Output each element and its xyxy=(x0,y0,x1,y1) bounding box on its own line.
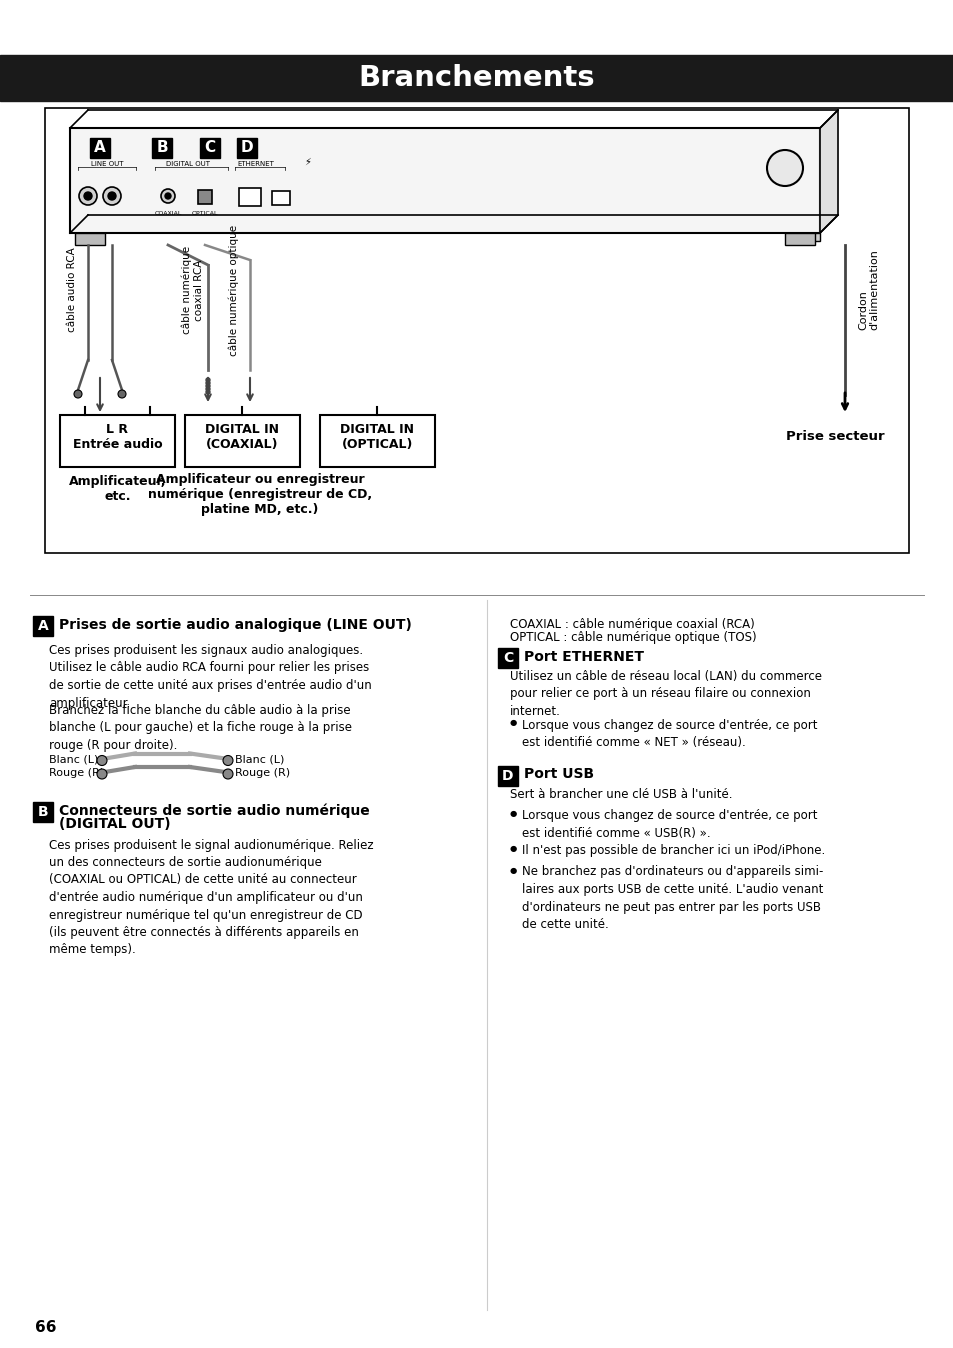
Text: Il n'est pas possible de brancher ici un iPod/iPhone.: Il n'est pas possible de brancher ici un… xyxy=(521,844,824,857)
Text: A: A xyxy=(37,619,49,634)
Circle shape xyxy=(223,768,233,779)
Text: Cordon
d'alimentation: Cordon d'alimentation xyxy=(857,249,879,330)
Circle shape xyxy=(118,390,126,398)
Text: ●: ● xyxy=(510,809,517,818)
Text: B: B xyxy=(38,805,49,818)
Text: D: D xyxy=(501,768,514,782)
Text: Rouge (R): Rouge (R) xyxy=(49,768,108,778)
Text: Ne branchez pas d'ordinateurs ou d'appareils simi-
laires aux ports USB de cette: Ne branchez pas d'ordinateurs ou d'appar… xyxy=(521,865,822,931)
Bar xyxy=(33,616,53,636)
Text: COAXIAL : câble numérique coaxial (RCA): COAXIAL : câble numérique coaxial (RCA) xyxy=(510,617,754,631)
Polygon shape xyxy=(820,111,837,233)
Circle shape xyxy=(206,381,210,386)
Bar xyxy=(70,128,820,233)
Circle shape xyxy=(79,187,97,205)
Text: Blanc (L): Blanc (L) xyxy=(234,755,284,764)
Text: Lorsque vous changez de source d'entrée, ce port
est identifié comme « USB(R) ».: Lorsque vous changez de source d'entrée,… xyxy=(521,809,817,840)
Bar xyxy=(198,190,212,204)
Text: Prises de sortie audio analogique (LINE OUT): Prises de sortie audio analogique (LINE … xyxy=(59,617,412,632)
Circle shape xyxy=(206,387,210,391)
Text: C: C xyxy=(502,651,513,665)
Text: DIGITAL IN
(OPTICAL): DIGITAL IN (OPTICAL) xyxy=(340,423,414,452)
Bar xyxy=(152,137,172,158)
Text: Blanc (L): Blanc (L) xyxy=(49,755,102,764)
Bar xyxy=(236,137,256,158)
Text: Amplificateur ou enregistreur
numérique (enregistreur de CD,
platine MD, etc.): Amplificateur ou enregistreur numérique … xyxy=(148,473,372,516)
Circle shape xyxy=(161,189,174,204)
Circle shape xyxy=(74,390,82,398)
Bar xyxy=(800,233,820,241)
Text: ETHERNET: ETHERNET xyxy=(237,160,274,167)
Text: Amplificateur,
etc.: Amplificateur, etc. xyxy=(69,474,166,503)
Bar xyxy=(497,766,517,786)
Text: OPTICAL : câble numérique optique (TOS): OPTICAL : câble numérique optique (TOS) xyxy=(510,631,756,644)
Text: Ces prises produisent les signaux audio analogiques.
Utilisez le câble audio RCA: Ces prises produisent les signaux audio … xyxy=(49,644,372,709)
Text: Branchez la fiche blanche du câble audio à la prise
blanche (L pour gauche) et l: Branchez la fiche blanche du câble audio… xyxy=(49,704,352,752)
Bar xyxy=(75,233,105,245)
Text: 66: 66 xyxy=(35,1320,56,1335)
Bar xyxy=(239,187,261,206)
Text: C: C xyxy=(204,140,215,155)
Text: Prise secteur: Prise secteur xyxy=(785,430,883,443)
Text: LINE OUT: LINE OUT xyxy=(91,160,123,167)
Text: ●: ● xyxy=(510,865,517,875)
Text: Connecteurs de sortie audio numérique: Connecteurs de sortie audio numérique xyxy=(59,803,370,818)
Text: Ces prises produisent le signal audionumérique. Reliez
un des connecteurs de sor: Ces prises produisent le signal audionum… xyxy=(49,838,374,957)
Text: DIGITAL IN
(COAXIAL): DIGITAL IN (COAXIAL) xyxy=(205,423,279,452)
Bar xyxy=(45,108,908,553)
Text: A: A xyxy=(94,140,106,155)
Circle shape xyxy=(84,191,91,200)
Text: Port ETHERNET: Port ETHERNET xyxy=(523,650,643,665)
Text: (DIGITAL OUT): (DIGITAL OUT) xyxy=(59,817,171,830)
Bar xyxy=(319,415,435,466)
Text: Branchements: Branchements xyxy=(358,63,595,92)
Bar xyxy=(90,137,110,158)
Circle shape xyxy=(108,191,116,200)
Circle shape xyxy=(97,768,107,779)
Text: ●: ● xyxy=(510,718,517,728)
Text: COAXIAL: COAXIAL xyxy=(154,212,181,216)
Text: Rouge (R): Rouge (R) xyxy=(234,768,290,778)
Text: DIGITAL OUT: DIGITAL OUT xyxy=(166,160,210,167)
Circle shape xyxy=(766,150,802,186)
Bar xyxy=(60,415,174,466)
Circle shape xyxy=(206,384,210,388)
Bar xyxy=(200,137,220,158)
Text: OPTICAL: OPTICAL xyxy=(192,212,218,216)
Circle shape xyxy=(97,755,107,766)
Text: B: B xyxy=(156,140,168,155)
Text: ⚡: ⚡ xyxy=(304,156,311,167)
Bar xyxy=(497,648,517,669)
Circle shape xyxy=(206,377,210,381)
Circle shape xyxy=(223,755,233,766)
Text: L R
Entrée audio: L R Entrée audio xyxy=(72,423,162,452)
Circle shape xyxy=(103,187,121,205)
Text: Port USB: Port USB xyxy=(523,767,594,782)
Text: Utilisez un câble de réseau local (LAN) du commerce
pour relier ce port à un rés: Utilisez un câble de réseau local (LAN) … xyxy=(510,670,821,718)
Circle shape xyxy=(165,193,171,200)
Text: Sert à brancher une clé USB à l'unité.: Sert à brancher une clé USB à l'unité. xyxy=(510,787,732,801)
Bar xyxy=(272,191,290,205)
Text: câble numérique
coaxial RCA: câble numérique coaxial RCA xyxy=(182,245,204,334)
Text: D: D xyxy=(240,140,253,155)
Bar xyxy=(784,233,814,245)
Text: Lorsque vous changez de source d'entrée, ce port
est identifié comme « NET » (ré: Lorsque vous changez de source d'entrée,… xyxy=(521,718,817,749)
Bar xyxy=(33,802,53,821)
Text: câble audio RCA: câble audio RCA xyxy=(67,248,77,333)
Circle shape xyxy=(206,390,210,394)
Text: ●: ● xyxy=(510,844,517,853)
Bar xyxy=(0,55,953,101)
Text: câble numérique optique: câble numérique optique xyxy=(229,224,239,356)
Bar xyxy=(185,415,299,466)
